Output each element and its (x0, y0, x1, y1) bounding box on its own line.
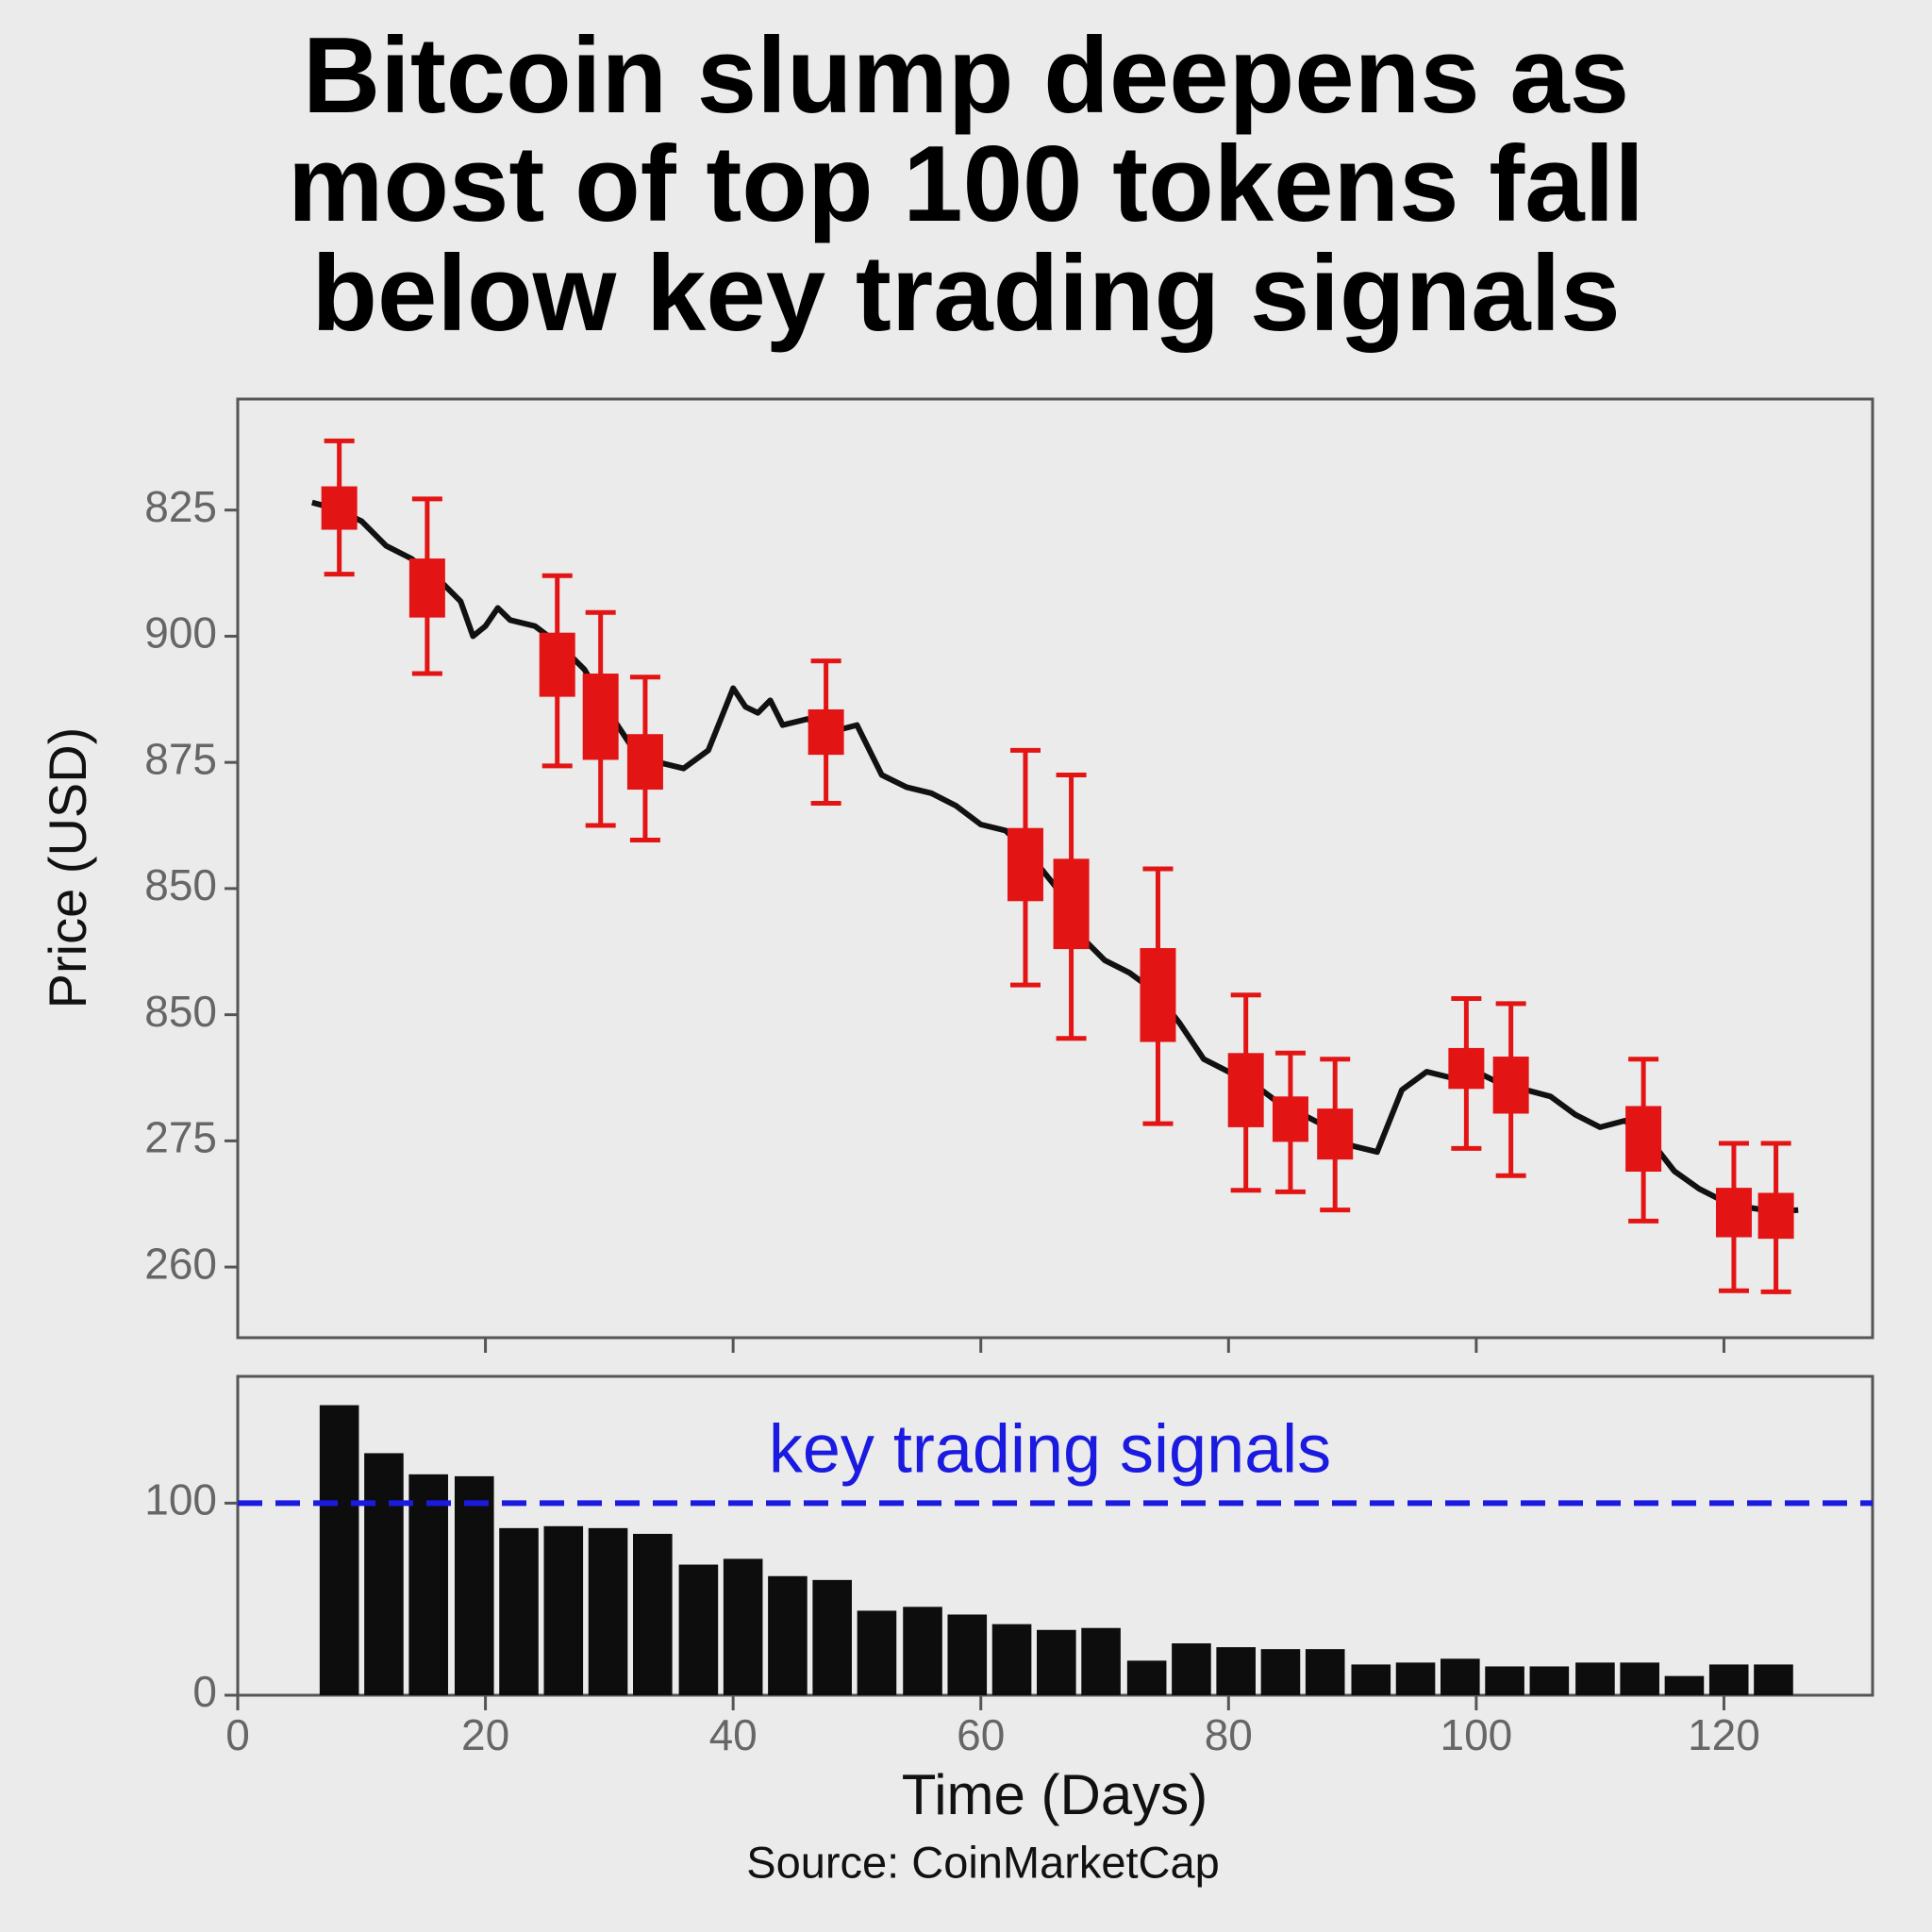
bar (1260, 1649, 1301, 1695)
bar (678, 1564, 719, 1695)
bar (543, 1525, 584, 1695)
plot-frame (236, 397, 1874, 1340)
y-tick-label: 850 (144, 987, 217, 1036)
title-line: Bitcoin slump deepens as (303, 16, 1629, 136)
y-tick-label: 275 (144, 1113, 217, 1162)
candle-body (1317, 1108, 1354, 1160)
title-line: most of top 100 tokens fall (288, 125, 1644, 244)
y-tick-label: 825 (144, 482, 217, 531)
bar (903, 1607, 942, 1695)
bar (1351, 1664, 1391, 1695)
title-line: below key trading signals (311, 234, 1620, 354)
bar (1575, 1662, 1615, 1695)
bar (1305, 1649, 1345, 1695)
bar (812, 1579, 852, 1695)
bar (1485, 1666, 1524, 1695)
x-axis-label: Time (Days) (902, 1763, 1208, 1826)
bar (319, 1405, 359, 1695)
candle-body (1715, 1188, 1752, 1238)
bar (1395, 1662, 1436, 1695)
y-tick-label: 260 (144, 1239, 217, 1288)
candle-body (1625, 1106, 1662, 1173)
bar (364, 1453, 404, 1695)
price-line (311, 499, 1799, 1215)
candle-body (1272, 1096, 1308, 1142)
candle-body (539, 632, 575, 697)
candle-body (626, 734, 663, 791)
bar (588, 1527, 628, 1695)
bar (1172, 1643, 1211, 1695)
candle-body (1140, 948, 1176, 1042)
y-tick-label: 875 (144, 734, 217, 783)
candle-body (1757, 1192, 1794, 1240)
x-tick-label: 20 (461, 1710, 509, 1759)
bar (408, 1474, 448, 1695)
bar (1529, 1666, 1570, 1695)
source: Source: CoinMarketCap (746, 1837, 1220, 1887)
candle-body (808, 708, 844, 756)
x-tick-label: 40 (709, 1710, 758, 1759)
bar (768, 1575, 808, 1695)
bar (723, 1558, 763, 1695)
candle-body (1227, 1053, 1264, 1127)
y-tick-label: 100 (144, 1475, 217, 1524)
y-tick-label: 850 (144, 860, 217, 909)
threshold-label: key trading signals (769, 1411, 1331, 1487)
bar (1754, 1664, 1793, 1695)
y-axis-label: Price (USD) (38, 727, 97, 1009)
x-tick-label: 0 (225, 1710, 250, 1759)
candle-body (321, 486, 358, 530)
candle-body (408, 558, 445, 618)
candle-body (1007, 827, 1043, 902)
candle-body (1448, 1047, 1485, 1090)
bar (633, 1533, 673, 1695)
x-tick-label: 60 (957, 1710, 1005, 1759)
bar (1037, 1629, 1076, 1695)
bar (991, 1624, 1032, 1695)
y-tick-label: 900 (144, 608, 217, 658)
candle-body (1053, 858, 1090, 950)
bar (1081, 1627, 1121, 1695)
bar (1216, 1647, 1256, 1695)
candle-body (1492, 1057, 1529, 1114)
candle-body (582, 674, 619, 760)
x-tick-label: 80 (1205, 1710, 1253, 1759)
bar (1708, 1664, 1749, 1695)
y-tick-label: 0 (192, 1667, 217, 1716)
bar (857, 1610, 897, 1695)
x-tick-label: 120 (1688, 1710, 1760, 1759)
bar (1126, 1660, 1167, 1695)
bar (1620, 1662, 1659, 1695)
bar (1664, 1675, 1705, 1695)
bar (454, 1475, 494, 1695)
bar (499, 1527, 539, 1695)
bar (947, 1614, 988, 1695)
x-tick-label: 100 (1441, 1710, 1513, 1759)
bar (1441, 1658, 1480, 1695)
